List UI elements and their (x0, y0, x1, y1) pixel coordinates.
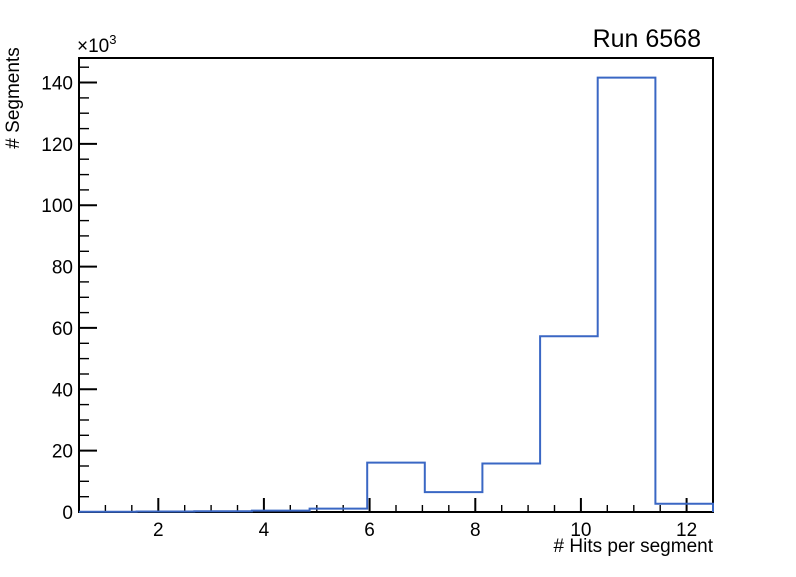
y-axis-tick-labels: 0 20 40 60 80 100 120 140 (41, 74, 73, 525)
y-axis-title: # Segments (3, 47, 24, 148)
x-axis-title: # Hits per segment (554, 536, 714, 557)
y-tick-label: 120 (41, 135, 73, 156)
x-tick-label: 12 (676, 520, 697, 541)
y-tick-label: 80 (52, 258, 73, 279)
x-axis-ticks (104, 498, 688, 512)
y-axis-scale-exponent: 3 (109, 32, 116, 47)
x-tick-label: 4 (259, 520, 270, 541)
chart-title: Run 6568 (593, 25, 701, 53)
y-tick-label: 0 (62, 503, 73, 524)
y-tick-label: 140 (41, 74, 73, 95)
x-tick-label: 6 (364, 520, 375, 541)
histogram-line (79, 76, 714, 513)
y-tick-label: 20 (52, 442, 73, 463)
y-tick-label: 60 (52, 319, 73, 340)
x-tick-label: 10 (570, 520, 591, 541)
y-tick-label: 100 (41, 196, 73, 217)
y-axis-scale-label: ×103 (77, 32, 116, 57)
x-tick-label: 2 (153, 520, 164, 541)
y-tick-label: 40 (52, 380, 73, 401)
plot-frame (78, 57, 714, 513)
x-axis-tick-labels: 2 4 6 8 10 12 (153, 520, 697, 541)
y-axis-ticks (79, 66, 97, 513)
x-tick-label: 8 (470, 520, 481, 541)
y-axis-scale-base: ×10 (77, 36, 109, 57)
